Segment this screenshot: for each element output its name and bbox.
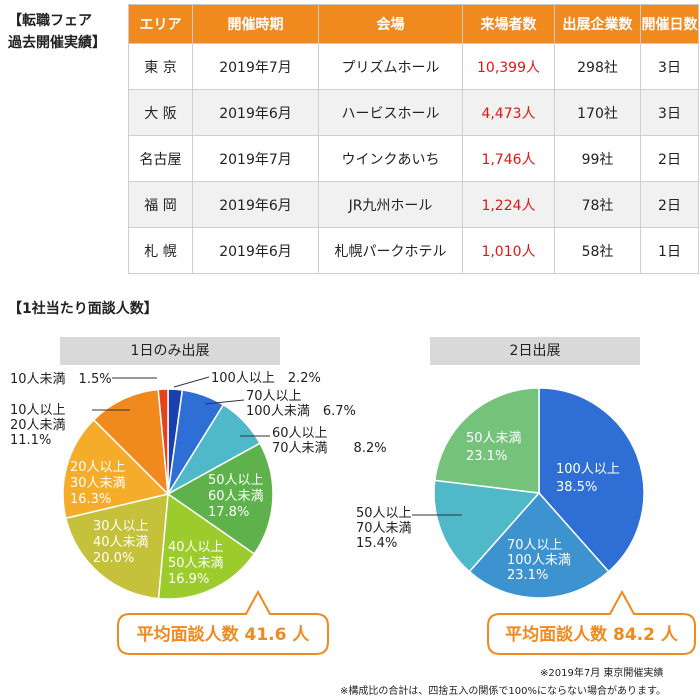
pie2-slice-3: [433, 387, 540, 494]
pie1-slice-4: [157, 492, 256, 600]
pie2-slice-0: [538, 387, 645, 573]
pie1-slice-6: [62, 418, 170, 520]
header-visitors: 来場者数: [462, 4, 555, 44]
pie2-slice-1: [468, 491, 610, 599]
cell-visitors: 10,399人: [462, 43, 555, 90]
cell-venue: ハービスホール: [318, 89, 463, 136]
pie2-average-box: [487, 589, 696, 655]
pie2-average-text: 平均面談人数 84.2 人: [505, 624, 679, 645]
pie-1-title: 1日のみ出展: [60, 337, 280, 365]
pie1-label-30-40: 30人以上 40人未満 20.0%: [93, 519, 149, 566]
section-title: 【1社当たり面談人数】: [8, 301, 158, 317]
cell-venue: ウインクあいち: [318, 135, 463, 182]
pie1-slice-3: [166, 442, 274, 555]
pie2-label-70-100: 70人以上 100人未満 23.1%: [507, 538, 571, 583]
cell-days: 2日: [640, 135, 699, 182]
pie2-label-100plus: 100人以上 38.5%: [556, 462, 620, 495]
pie2-label-under50: 50人未満 23.1%: [466, 431, 522, 464]
note-rounding: ※構成比の合計は、四捨五入の関係で100%にならない場合があります。: [340, 686, 666, 697]
pie1-label-100plus: 100人以上 2.2%: [211, 371, 321, 386]
table-row: 大 阪 2019年6月 ハービスホール 4,473人 170社 3日: [128, 89, 699, 136]
table-title-line-2: 過去開催実績】: [8, 35, 106, 51]
table-header-row: エリア 開催時期 会場 来場者数 出展企業数 開催日数: [128, 4, 699, 44]
pie-chart-one-day: [62, 388, 274, 600]
cell-venue: プリズムホール: [318, 43, 463, 90]
cell-days: 3日: [640, 89, 699, 136]
pie1-slice-7: [92, 388, 169, 496]
cell-visitors: 1,010人: [462, 227, 555, 274]
cell-period: 2019年6月: [192, 227, 319, 274]
cell-area: 札 幌: [128, 227, 193, 274]
cell-venue: JR九州ホール: [318, 181, 463, 228]
pie-labels: 10人未満 1.5% 10人以上 20人未満 11.1% 100人以上 2.2% 70人以…: [10, 371, 620, 587]
pie1-label-50-60: 50人以上 60人未満 17.8%: [208, 473, 264, 520]
header-exhibitors: 出展企業数: [554, 4, 641, 44]
leader-line: [173, 376, 210, 388]
table-title-line-1: 【転職フェア: [8, 13, 92, 29]
pie1-label-under10: 10人未満 1.5%: [10, 372, 112, 387]
pie2-slice-2: [433, 479, 541, 573]
table-title: 【転職フェア 過去開催実績】: [8, 10, 106, 54]
header-area: エリア: [128, 4, 193, 44]
cell-period: 2019年6月: [192, 181, 319, 228]
pie1-label-20-30: 20人以上 30人未満 16.3%: [70, 460, 126, 507]
cell-exhibitors: 170社: [554, 89, 641, 136]
pie1-label-60-70: 60人以上 70人未満 8.2%: [272, 426, 387, 456]
table-row: 福 岡 2019年6月 JR九州ホール 1,224人 78社 2日: [128, 181, 699, 228]
average-callouts: 平均面談人数 41.6 人 平均面談人数 84.2 人: [117, 589, 696, 655]
cell-exhibitors: 58社: [554, 227, 641, 274]
header-venue: 会場: [318, 4, 463, 44]
cell-exhibitors: 78社: [554, 181, 641, 228]
pie1-label-40-50: 40人以上 50人未満 16.9%: [168, 540, 224, 587]
table-row: 名古屋 2019年7月 ウインクあいち 1,746人 99社 2日: [128, 135, 699, 182]
cell-visitors: 1,224人: [462, 181, 555, 228]
cell-area: 大 阪: [128, 89, 193, 136]
pie1-average-box: [117, 589, 329, 655]
cell-period: 2019年6月: [192, 89, 319, 136]
header-days: 開催日数: [640, 4, 699, 44]
fair-results-table: エリア 開催時期 会場 来場者数 出展企業数 開催日数 東 京 2019年7月 …: [128, 4, 699, 274]
pie-2-title: 2日出展: [430, 337, 640, 365]
cell-venue: 札幌パークホテル: [318, 227, 463, 274]
cell-area: 東 京: [128, 43, 193, 90]
cell-area: 福 岡: [128, 181, 193, 228]
cell-exhibitors: 298社: [554, 43, 641, 90]
pie1-slice-8: [157, 388, 169, 495]
table-row: 東 京 2019年7月 プリズムホール 10,399人 298社 3日: [128, 43, 699, 90]
cell-days: 3日: [640, 43, 699, 90]
pie1-label-10-20: 10人以上 20人未満 11.1%: [10, 403, 66, 448]
leader-line: [204, 399, 245, 405]
header-period: 開催時期: [192, 4, 319, 44]
pie1-slice-5: [64, 493, 169, 600]
pie2-label-50-70: 50人以上 70人未満 15.4%: [356, 506, 412, 551]
note-source: ※2019年7月 東京開催実績: [540, 668, 664, 679]
pie1-label-70-100: 70人以上 100人未満 6.7%: [246, 389, 356, 419]
table-row: 札 幌 2019年6月 札幌パークホテル 1,010人 58社 1日: [128, 227, 699, 274]
pie-chart-two-day: [433, 387, 645, 599]
cell-days: 1日: [640, 227, 699, 274]
pie1-average-text: 平均面談人数 41.6 人: [137, 624, 311, 645]
cell-days: 2日: [640, 181, 699, 228]
